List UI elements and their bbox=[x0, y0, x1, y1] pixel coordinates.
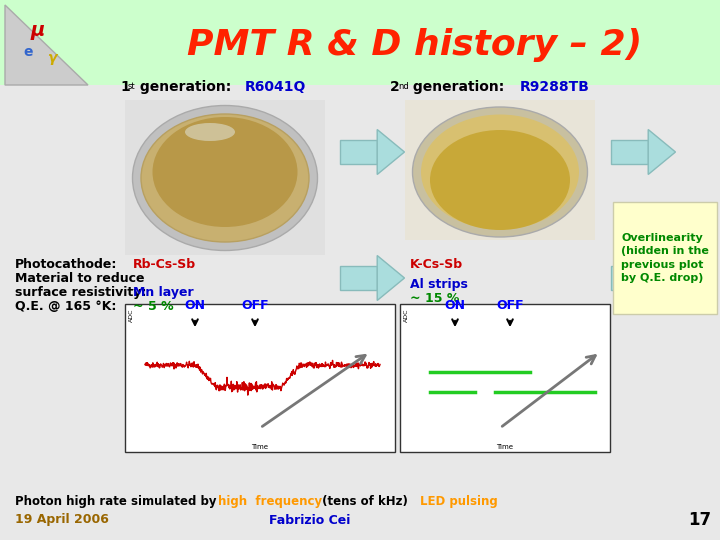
Polygon shape bbox=[648, 255, 675, 300]
Text: ~ 15 %: ~ 15 % bbox=[410, 292, 459, 305]
Text: generation:: generation: bbox=[408, 80, 509, 94]
Text: 1: 1 bbox=[120, 80, 130, 94]
Text: Time: Time bbox=[497, 444, 513, 450]
Text: st: st bbox=[128, 82, 135, 91]
Text: K-Cs-Sb: K-Cs-Sb bbox=[410, 258, 463, 271]
Bar bbox=[405, 100, 595, 240]
Polygon shape bbox=[377, 255, 405, 300]
Text: ADC: ADC bbox=[404, 309, 409, 322]
Ellipse shape bbox=[132, 105, 318, 251]
Ellipse shape bbox=[185, 123, 235, 141]
Text: μ: μ bbox=[31, 21, 45, 39]
Ellipse shape bbox=[421, 114, 579, 230]
Text: 19 April 2006: 19 April 2006 bbox=[15, 514, 109, 526]
Text: ON: ON bbox=[444, 299, 466, 312]
Text: Time: Time bbox=[251, 444, 269, 450]
Text: γ: γ bbox=[48, 51, 57, 65]
Text: ON: ON bbox=[184, 299, 205, 312]
Bar bbox=[611, 266, 648, 291]
Bar bbox=[125, 100, 325, 255]
Ellipse shape bbox=[141, 114, 309, 242]
Text: PMT R & D history – 2): PMT R & D history – 2) bbox=[187, 28, 642, 62]
Ellipse shape bbox=[413, 107, 588, 237]
Text: high  frequency: high frequency bbox=[218, 496, 322, 509]
Bar bbox=[340, 140, 377, 164]
Polygon shape bbox=[377, 130, 405, 174]
Bar bbox=[611, 140, 648, 164]
Text: surface resistivity:: surface resistivity: bbox=[15, 286, 146, 299]
Text: nd: nd bbox=[398, 82, 409, 91]
Text: R9288TB: R9288TB bbox=[520, 80, 590, 94]
Text: Overlinearity
(hidden in the
previous plot
by Q.E. drop): Overlinearity (hidden in the previous pl… bbox=[621, 233, 709, 283]
FancyBboxPatch shape bbox=[613, 202, 717, 314]
Text: R6041Q: R6041Q bbox=[245, 80, 307, 94]
Text: Material to reduce: Material to reduce bbox=[15, 272, 145, 285]
Text: OFF: OFF bbox=[496, 299, 524, 312]
Bar bbox=[340, 266, 377, 291]
Text: ADC: ADC bbox=[129, 309, 134, 322]
Text: Rb-Cs-Sb: Rb-Cs-Sb bbox=[133, 258, 196, 271]
Polygon shape bbox=[648, 130, 675, 174]
Text: generation:: generation: bbox=[135, 80, 236, 94]
Text: Q.E. @ 165 °K:: Q.E. @ 165 °K: bbox=[15, 300, 117, 313]
Text: ~ 5 %: ~ 5 % bbox=[133, 300, 174, 313]
Bar bbox=[0, 0, 720, 85]
Text: Fabrizio Cei: Fabrizio Cei bbox=[269, 514, 351, 526]
Ellipse shape bbox=[153, 117, 297, 227]
Text: Mn layer: Mn layer bbox=[133, 286, 194, 299]
Text: e: e bbox=[23, 45, 32, 59]
Text: LED pulsing: LED pulsing bbox=[420, 496, 498, 509]
Text: Photon high rate simulated by: Photon high rate simulated by bbox=[15, 496, 220, 509]
Ellipse shape bbox=[430, 130, 570, 230]
Text: (tens of kHz): (tens of kHz) bbox=[318, 496, 412, 509]
Text: OFF: OFF bbox=[241, 299, 269, 312]
Text: Al strips: Al strips bbox=[410, 278, 468, 291]
Text: Photocathode:: Photocathode: bbox=[15, 258, 117, 271]
Bar bbox=[400, 304, 610, 452]
Text: 2: 2 bbox=[390, 80, 400, 94]
Bar bbox=[125, 304, 395, 452]
Text: 17: 17 bbox=[688, 511, 711, 529]
Polygon shape bbox=[5, 5, 88, 85]
